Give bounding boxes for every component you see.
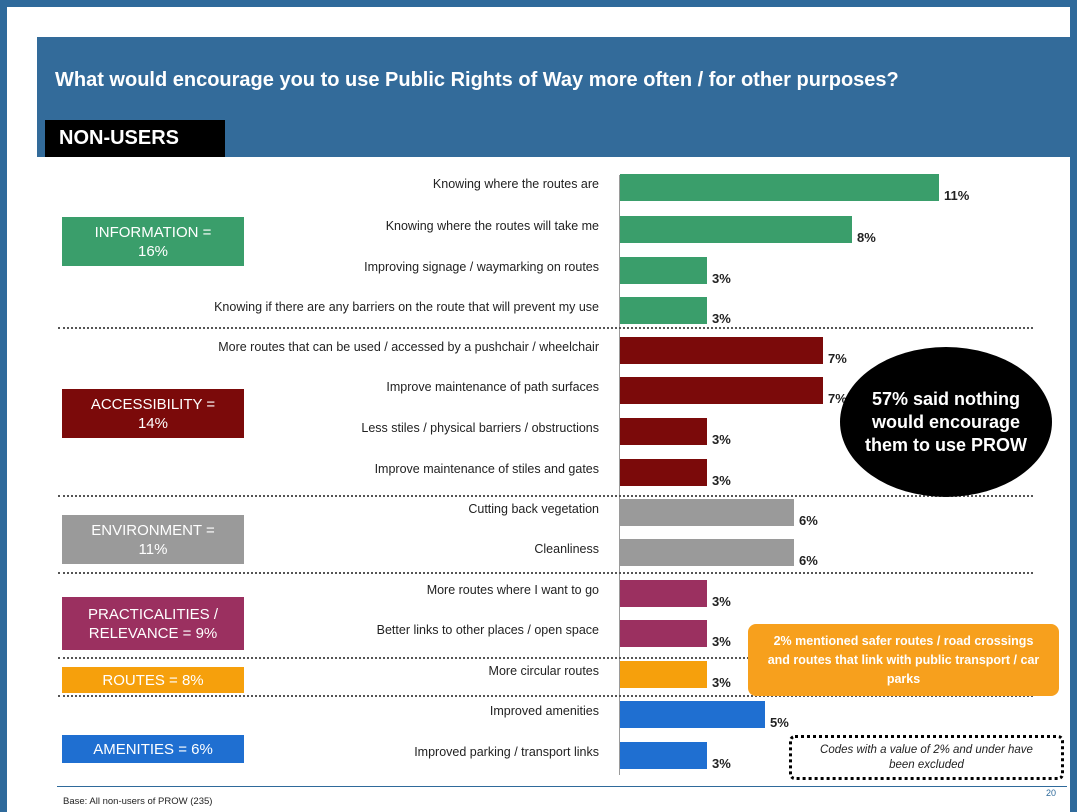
bar-value-label: 5% xyxy=(770,715,789,730)
group-divider xyxy=(58,695,1033,697)
bar xyxy=(620,459,707,486)
category-box-accessibility: ACCESSIBILITY = 14% xyxy=(62,389,244,438)
bar-label: Cutting back vegetation xyxy=(468,502,599,516)
category-box-text: ROUTES = 8% xyxy=(102,671,204,689)
bar-label: More routes that can be used / accessed … xyxy=(218,340,599,354)
bar-value-label: 11% xyxy=(944,188,970,203)
category-box-text: ENVIRONMENT = xyxy=(91,521,215,539)
bar-value-label: 3% xyxy=(712,473,731,488)
bar-label: Knowing where the routes are xyxy=(432,177,599,191)
exclusion-note: Codes with a value of 2% and under have … xyxy=(789,735,1064,780)
category-box-text: 11% xyxy=(138,540,168,558)
segment-label: NON-USERS xyxy=(45,120,225,157)
bar-value-label: 6% xyxy=(799,513,818,528)
bar-value-label: 3% xyxy=(712,756,731,771)
category-box-text: ACCESSIBILITY = xyxy=(90,395,216,413)
bar xyxy=(620,257,707,284)
nothing-would-encourage-callout: 57% said nothing would encourage them to… xyxy=(840,347,1052,497)
bar-value-label: 3% xyxy=(712,634,731,649)
category-box-text: RELEVANCE = 9% xyxy=(88,624,218,642)
bar-label: Improve maintenance of path surfaces xyxy=(386,380,599,394)
category-box-amenities: AMENITIES = 6% xyxy=(62,735,244,763)
bar xyxy=(620,174,939,201)
bar-label: Improved parking / transport links xyxy=(414,745,599,759)
bar-value-label: 3% xyxy=(712,432,731,447)
bar-value-label: 7% xyxy=(828,351,847,366)
bar xyxy=(620,418,707,445)
bar-value-label: 7% xyxy=(828,391,847,406)
group-divider xyxy=(58,657,1033,659)
bar-label: More circular routes xyxy=(488,664,599,678)
bar xyxy=(620,499,794,526)
safer-routes-callout: 2% mentioned safer routes / road crossin… xyxy=(748,624,1059,696)
bar xyxy=(620,216,852,243)
group-divider xyxy=(58,572,1033,574)
bar xyxy=(620,661,707,688)
category-box-text: 14% xyxy=(137,414,168,432)
group-divider xyxy=(58,327,1033,329)
bar-label: Improved amenities xyxy=(489,704,599,718)
page-title: What would encourage you to use Public R… xyxy=(55,69,899,91)
bar xyxy=(620,377,823,404)
bar xyxy=(620,539,794,566)
base-note: Base: All non-users of PROW (235) xyxy=(63,796,213,807)
bar xyxy=(620,580,707,607)
group-divider xyxy=(58,495,1033,497)
category-box-routes: ROUTES = 8% xyxy=(62,667,244,693)
bar-label: Knowing where the routes will take me xyxy=(385,219,599,233)
bar-label: Knowing if there are any barriers on the… xyxy=(214,300,599,314)
bar-label: Improving signage / waymarking on routes xyxy=(364,260,599,274)
page-number: 20 xyxy=(1045,788,1056,798)
category-box-text: PRACTICALITIES / xyxy=(87,605,219,623)
bar-label: Better links to other places / open spac… xyxy=(376,623,599,637)
footer-rule xyxy=(57,786,1067,787)
bar-label: Cleanliness xyxy=(534,542,599,556)
category-box-environment: ENVIRONMENT = 11% xyxy=(62,515,244,564)
bar-value-label: 3% xyxy=(712,311,731,326)
category-box-text: AMENITIES = 6% xyxy=(93,740,213,758)
bar-label: Less stiles / physical barriers / obstru… xyxy=(361,421,599,435)
chart-axis xyxy=(619,175,620,775)
category-box-information: INFORMATION = 16% xyxy=(62,217,244,266)
bar-value-label: 3% xyxy=(712,271,731,286)
category-box-practicalities: PRACTICALITIES / RELEVANCE = 9% xyxy=(62,597,244,650)
bar xyxy=(620,337,823,364)
bar-value-label: 8% xyxy=(857,230,876,245)
bar-value-label: 6% xyxy=(799,553,818,568)
bar-label: Improve maintenance of stiles and gates xyxy=(374,462,599,476)
bar xyxy=(620,620,707,647)
bar xyxy=(620,297,707,324)
bar-label: More routes where I want to go xyxy=(426,583,599,597)
bar xyxy=(620,701,765,728)
bar-value-label: 3% xyxy=(712,594,731,609)
category-box-text: INFORMATION = xyxy=(94,223,212,241)
bar-value-label: 3% xyxy=(712,675,731,690)
bar xyxy=(620,742,707,769)
category-box-text: 16% xyxy=(137,242,169,260)
